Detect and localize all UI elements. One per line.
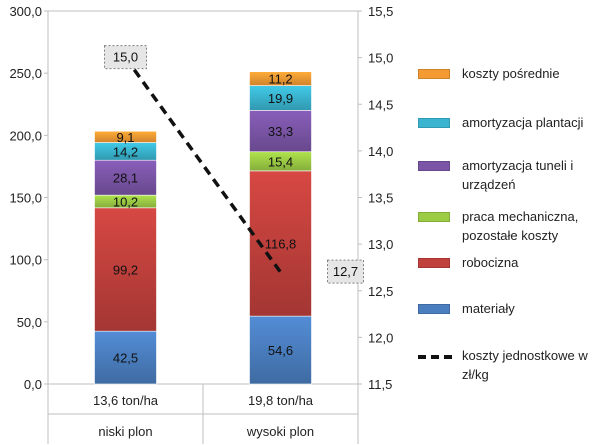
legend: koszty pośrednie amortyzacja plantacji a… [418,0,613,445]
legend-item-amortyzacja-tuneli: amortyzacja tuneli i urządzeń [418,156,607,194]
bar-value-label: 33,3 [268,124,293,139]
legend-item-materialy: materiały [418,299,607,318]
y-right-tick-label: 14,0 [368,144,393,159]
bar-segment [94,207,157,332]
legend-label: amortyzacja plantacji [462,115,584,130]
legend-label: amortyzacja tuneli i urządzeń [462,158,574,192]
y-left-tick-label: 250,0 [9,66,42,81]
legend-item-robocizna: robocizna [418,253,607,272]
y-right-tick-label: 14,5 [368,97,393,112]
legend-label: robocizna [462,255,519,270]
bar-segment [94,159,157,196]
y-right-tick-label: 11,5 [368,377,392,392]
bar-value-label: 116,8 [265,237,297,252]
y-left-tick-label: 150,0 [9,191,42,206]
y-left-tick-label: 300,0 [9,4,42,19]
y-right-tick-label: 12,0 [368,330,393,345]
bar-segment [249,110,312,153]
bar-value-label: 42,5 [113,351,138,366]
bar-value-label: 11,2 [268,72,292,87]
bar-value-label: 9,1 [116,130,134,145]
y-right-tick-label: 15,5 [368,4,393,19]
y-left-tick-label: 0,0 [24,377,42,392]
bar-value-label: 10,2 [113,194,138,209]
legend-swatch [418,118,450,128]
line-value-label: 15,0 [113,50,138,65]
y-left-tick-label: 200,0 [9,128,42,143]
legend-label: praca mechaniczna, pozostałe koszty [462,209,579,243]
legend-item-praca-mechaniczna: praca mechaniczna, pozostałe koszty [418,207,607,245]
y-right-tick-label: 12,5 [368,284,393,299]
legend-item-koszty-posrednie: koszty pośrednie [418,64,607,83]
legend-swatch [418,304,450,314]
legend-dashed-line [418,355,452,359]
legend-swatch [418,69,450,79]
legend-label: koszty jednostkowe w zł/kg [462,348,588,382]
bar-segment [249,71,312,86]
y-left-tick-label: 100,0 [9,253,42,268]
line-value-box [104,45,147,70]
bar-value-label: 15,4 [268,154,293,169]
y-right-tick-label: 15,0 [368,51,393,66]
bar-value-label: 14,2 [113,144,138,159]
legend-swatch [418,258,450,268]
y-right-tick-label: 13,0 [368,237,393,252]
bar-value-label: 28,1 [113,171,138,186]
legend-label: koszty pośrednie [462,66,560,81]
category-label: 13,6 ton/ha [93,393,159,408]
category-group-label: niski plon [98,424,152,439]
category-group-label: wysoki plon [246,424,314,439]
bar-value-label: 54,6 [268,343,293,358]
line-value-box [327,259,364,284]
bar-segment [94,130,157,143]
bar-value-label: 99,2 [113,262,138,277]
legend-label: materiały [462,301,515,316]
y-left-tick-label: 50,0 [17,315,42,330]
legend-item-amortyzacja-plantacji: amortyzacja plantacji [418,113,607,132]
category-label: 19,8 ton/ha [248,393,314,408]
legend-swatch [418,161,450,171]
y-right-tick-label: 13,5 [368,191,393,206]
legend-item-koszty-jednostkowe: koszty jednostkowe w zł/kg [418,346,607,384]
bar-value-label: 19,9 [268,91,293,106]
bar-segment [94,330,157,385]
line-value-label: 12,7 [333,264,358,279]
bar-segment [249,315,312,385]
legend-swatch [418,212,450,222]
bar-segment [249,85,312,111]
